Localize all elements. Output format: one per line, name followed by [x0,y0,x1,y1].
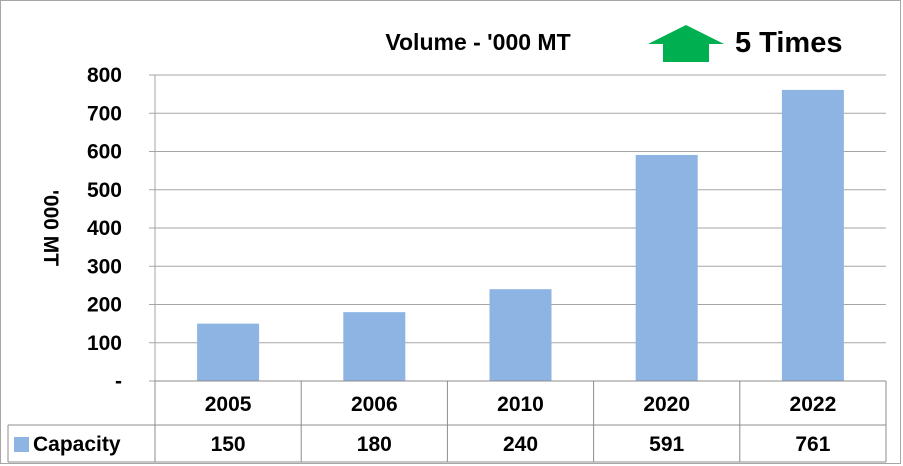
gridlines [149,74,886,382]
y-axis-label: '000 MT [39,190,62,266]
bars [197,89,844,381]
table-value: 761 [795,433,830,456]
y-axis-ticks: - 100 200 300 400 500 600 700 800 [87,64,122,393]
y-tick-label: 600 [87,141,122,164]
table-value: 180 [357,433,392,456]
y-tick-label: 800 [87,64,122,87]
x-tick-label: 2006 [351,393,398,416]
y-tick-label: 400 [87,217,122,240]
bar [781,89,844,381]
y-tick-label: 500 [87,179,122,202]
y-tick-label: 100 [87,332,122,355]
x-tick-label: 2022 [790,393,837,416]
bar [635,154,698,381]
legend-label: Capacity [33,433,121,456]
bar [197,323,260,381]
x-tick-label: 2020 [643,393,690,416]
table-value: 591 [649,433,684,456]
table-value: 240 [503,433,538,456]
bar [343,312,406,381]
x-tick-label: 2005 [205,393,252,416]
bar [489,289,552,381]
y-tick-label: - [115,370,122,393]
chart-title: Volume - '000 MT [385,29,570,55]
badge-text: 5 Times [735,27,842,59]
data-table: 2005 2006 2010 2020 2022 150 180 240 591 761 Capac… [7,380,887,463]
legend-swatch [14,437,29,452]
table-value: 150 [211,433,246,456]
x-tick-label: 2010 [497,393,544,416]
y-tick-label: 700 [87,102,122,125]
y-tick-label: 200 [87,294,122,317]
badge: 5 Times [648,25,842,62]
up-arrow-icon [648,25,724,62]
y-tick-label: 300 [87,255,122,278]
